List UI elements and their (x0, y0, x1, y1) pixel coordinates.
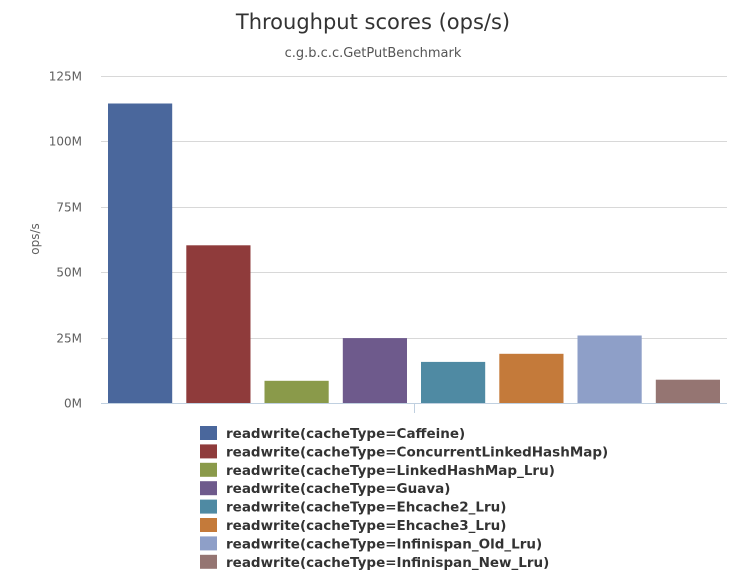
bar-0[interactable] (108, 103, 173, 404)
legend-swatch (200, 518, 217, 532)
legend-swatch (200, 426, 217, 440)
legend-swatch (200, 536, 217, 551)
x-axis (101, 403, 727, 413)
bar-1[interactable] (186, 245, 251, 403)
legend-item[interactable]: readwrite(cacheType=Infinispan_Old_Lru) (200, 536, 542, 552)
bar-7[interactable] (655, 379, 720, 403)
y-tick-label: 100M (49, 135, 82, 149)
legend-label: readwrite(cacheType=Guava) (226, 481, 450, 497)
y-axis-ticks: 0M 25M 50M 75M 100M 125M (49, 70, 82, 411)
y-tick-label: 0M (64, 397, 82, 411)
legend-swatch (200, 554, 217, 569)
legend-label: readwrite(cacheType=Ehcache2_Lru) (226, 500, 506, 516)
legend-label: readwrite(cacheType=Infinispan_Old_Lru) (226, 536, 542, 552)
legend-swatch (200, 462, 217, 477)
legend-item[interactable]: readwrite(cacheType=Ehcache3_Lru) (200, 518, 506, 534)
legend-item[interactable]: readwrite(cacheType=Guava) (200, 481, 450, 497)
y-tick-label: 25M (56, 332, 82, 346)
legend-label: readwrite(cacheType=Caffeine) (226, 426, 465, 442)
legend-item[interactable]: readwrite(cacheType=LinkedHashMap_Lru) (200, 462, 555, 479)
bar-5[interactable] (499, 353, 564, 403)
legend-item[interactable]: readwrite(cacheType=Ehcache2_Lru) (200, 499, 506, 516)
legend-swatch (200, 499, 217, 514)
legend-label: readwrite(cacheType=LinkedHashMap_Lru) (226, 463, 555, 479)
legend-swatch (200, 444, 217, 459)
legend[interactable]: readwrite(cacheType=Caffeine) readwrite(c… (200, 426, 608, 571)
bar-3[interactable] (342, 338, 407, 403)
chart-title: Throughput scores (ops/s) (235, 10, 510, 34)
legend-label: readwrite(cacheType=Ehcache3_Lru) (226, 518, 506, 534)
bar-6[interactable] (577, 335, 642, 404)
y-tick-label: 125M (49, 70, 82, 84)
y-tick-label: 75M (56, 201, 82, 215)
legend-item[interactable]: readwrite(cacheType=ConcurrentLinkedHash… (200, 444, 608, 460)
y-axis-title: ops/s (28, 223, 42, 255)
bars (108, 103, 720, 404)
legend-item[interactable]: readwrite(cacheType=Infinispan_New_Lru) (200, 554, 549, 571)
chart-subtitle: c.g.b.c.c.GetPutBenchmark (285, 46, 462, 61)
legend-label: readwrite(cacheType=ConcurrentLinkedHash… (226, 444, 608, 460)
y-tick-label: 50M (56, 266, 82, 280)
legend-swatch (200, 481, 217, 496)
bar-2[interactable] (264, 380, 329, 403)
legend-item[interactable]: readwrite(cacheType=Caffeine) (200, 426, 465, 442)
bar-4[interactable] (421, 361, 486, 403)
legend-label: readwrite(cacheType=Infinispan_New_Lru) (226, 555, 549, 571)
